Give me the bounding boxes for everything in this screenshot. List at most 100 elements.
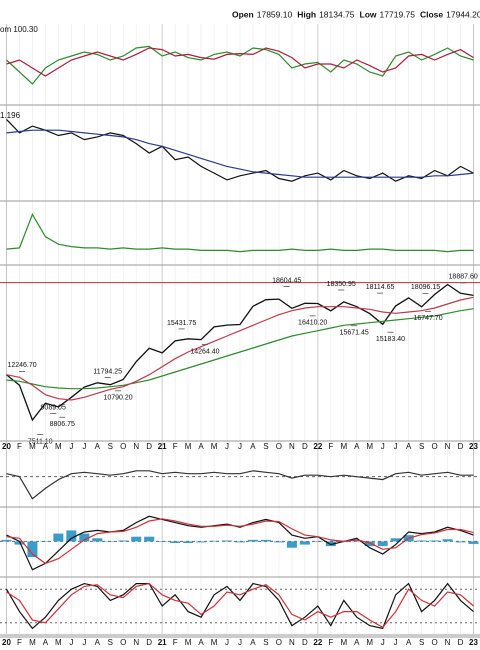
- x-tick-label: A: [43, 638, 49, 647]
- series-line: [6, 470, 474, 500]
- x-tick-label: M: [366, 638, 373, 647]
- header-label: Low: [360, 9, 377, 19]
- histogram-bar: [196, 541, 207, 543]
- series-line: [6, 129, 474, 178]
- x-tick-label: J: [82, 442, 86, 451]
- header-label: Open: [232, 9, 254, 19]
- histogram-bar: [170, 541, 181, 543]
- histogram-bar: [209, 540, 220, 542]
- annotation-label: 11794.25: [93, 368, 122, 375]
- header-label: High: [297, 9, 316, 19]
- x-tick-label: A: [198, 442, 204, 451]
- histogram-bar: [14, 541, 25, 545]
- x-tick-label: S: [419, 442, 424, 451]
- x-tick-label: N: [445, 638, 451, 647]
- annotation-label: 15183.40: [376, 336, 405, 343]
- x-tick-label: M: [185, 442, 192, 451]
- series-line: [6, 118, 474, 182]
- x-tick-label: F: [17, 442, 22, 451]
- x-tick-label: S: [108, 442, 113, 451]
- histogram-bar: [27, 541, 38, 558]
- series-line: [6, 296, 474, 401]
- histogram-bar: [53, 533, 64, 542]
- x-tick-label: O: [431, 638, 437, 647]
- series-line: [6, 515, 474, 571]
- x-tick-label: A: [95, 638, 101, 647]
- x-tick-label: 21: [158, 442, 167, 451]
- x-tick-label: F: [173, 638, 178, 647]
- x-tick-label: D: [302, 638, 308, 647]
- annotation-label: 15431.75: [167, 320, 196, 327]
- x-tick-label: 23: [469, 638, 478, 647]
- header-value: 18134.75: [319, 9, 355, 19]
- annotation-label: 16747.70: [414, 315, 443, 322]
- x-tick-label: A: [406, 638, 412, 647]
- x-tick-label: S: [419, 638, 424, 647]
- series-line: [6, 45, 474, 85]
- panel-label: om 100.30: [0, 25, 38, 34]
- histogram-bar: [325, 541, 336, 547]
- histogram-bar: [273, 541, 284, 543]
- x-tick-label: M: [366, 442, 373, 451]
- x-tick-label: F: [17, 638, 22, 647]
- x-tick-label: D: [146, 638, 152, 647]
- x-tick-label: 20: [2, 442, 11, 451]
- series-line: [6, 308, 474, 390]
- histogram-bar: [79, 533, 90, 542]
- series-line: [6, 47, 474, 77]
- x-tick-label: 21: [158, 638, 167, 647]
- x-tick-label: 22: [313, 638, 322, 647]
- x-tick-label: F: [328, 638, 333, 647]
- ohlc-header: Open 17859.10 High 18134.75 Low 17719.75 Close…: [232, 9, 480, 19]
- histogram-bar: [66, 530, 77, 542]
- histogram-bar: [105, 541, 116, 542]
- histogram-bar: [299, 541, 310, 545]
- histogram-bar: [183, 541, 194, 543]
- x-tick-label: A: [354, 638, 360, 647]
- annotation-label: 8806.75: [50, 421, 75, 428]
- x-tick-label: N: [133, 638, 139, 647]
- x-tick-label: 22: [313, 442, 322, 451]
- x-tick-label: A: [354, 442, 360, 451]
- x-tick-label: N: [445, 442, 451, 451]
- annotation-label: 18604.45: [272, 277, 301, 284]
- x-tick-label: M: [340, 442, 347, 451]
- x-tick-label: N: [289, 442, 295, 451]
- x-tick-label: O: [120, 442, 126, 451]
- x-tick-label: M: [55, 638, 62, 647]
- x-tick-label: S: [263, 442, 268, 451]
- annotation-label: 14264.40: [190, 348, 219, 355]
- histogram-bar: [118, 540, 129, 542]
- x-tick-label: N: [133, 442, 139, 451]
- annotation-label: 7511.10: [28, 438, 53, 445]
- x-tick-label: J: [238, 442, 242, 451]
- annotation-label: 18096.15: [411, 284, 440, 291]
- x-tick-label: O: [120, 638, 126, 647]
- x-tick-label: M: [211, 638, 218, 647]
- histogram-bar: [442, 539, 453, 542]
- annotation-label: 18114.65: [366, 284, 395, 291]
- annotation-label: 18887.60: [449, 274, 478, 281]
- histogram-bar: [247, 539, 258, 542]
- x-tick-label: 23: [469, 442, 478, 451]
- header-value: 17944.20: [446, 9, 480, 19]
- series-line: [6, 213, 474, 253]
- histogram-bar: [92, 538, 103, 542]
- histogram-bar: [40, 541, 51, 542]
- annotation-label: 18350.95: [327, 281, 356, 288]
- x-tick-label: M: [55, 442, 62, 451]
- x-tick-label: O: [431, 442, 437, 451]
- header-value: 17719.75: [380, 9, 416, 19]
- x-tick-label: J: [225, 638, 229, 647]
- histogram-bar: [429, 540, 440, 542]
- x-tick-label: D: [458, 442, 464, 451]
- histogram-bar: [286, 541, 297, 548]
- x-tick-label: J: [69, 638, 73, 647]
- x-tick-label: M: [185, 638, 192, 647]
- header-label: Close: [420, 9, 443, 19]
- x-tick-label: J: [394, 638, 398, 647]
- x-tick-label: A: [250, 638, 256, 647]
- histogram-bar: [312, 541, 323, 542]
- x-tick-label: J: [381, 442, 385, 451]
